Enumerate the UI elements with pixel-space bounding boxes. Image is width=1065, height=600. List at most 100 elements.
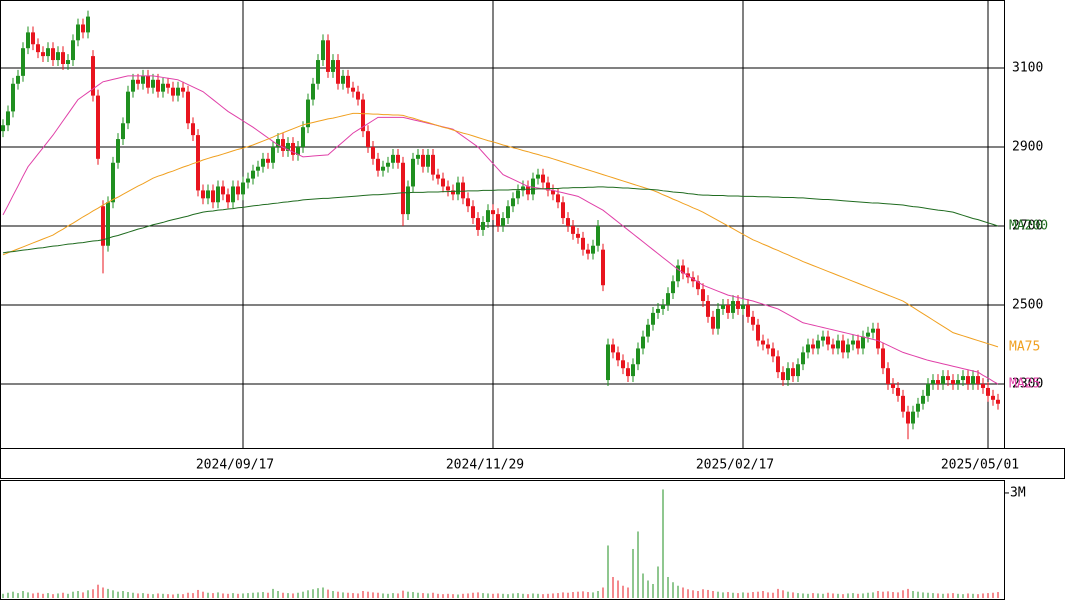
candle-body (96, 95, 100, 159)
candle-body (326, 40, 330, 72)
volume-bar (987, 593, 989, 598)
volume-bar (547, 593, 549, 598)
volume-bar (707, 589, 709, 598)
candle-body (866, 332, 870, 337)
volume-bar (97, 584, 99, 598)
candle-body (561, 202, 565, 219)
candle-body (281, 139, 285, 151)
volume-bar (792, 592, 794, 598)
volume-bar (222, 593, 224, 598)
volume-bar (862, 593, 864, 598)
candle-body (786, 368, 790, 381)
candle-body (26, 32, 30, 49)
moving-average-line (2, 75, 999, 385)
volume-bar (757, 591, 759, 598)
candle-body (641, 336, 645, 349)
candle-body (126, 91, 130, 124)
volume-bar (162, 593, 164, 598)
volume-bar (332, 590, 334, 598)
volume-bar (747, 592, 749, 598)
candle-body (276, 139, 280, 147)
volume-bar (887, 591, 889, 598)
volume-bar (307, 590, 309, 598)
candle-body (36, 44, 40, 53)
volume-bar (522, 593, 524, 598)
volume-bar (47, 593, 49, 598)
volume-bar (882, 591, 884, 598)
candle-body (521, 186, 525, 191)
volume-bar (532, 593, 534, 598)
volume-bar (17, 593, 19, 598)
candle-body (81, 24, 85, 33)
candle-body (271, 146, 275, 163)
volume-bar (317, 588, 319, 598)
candle-body (951, 380, 955, 384)
volume-bar (892, 592, 894, 598)
candle-body (551, 190, 555, 195)
volume-bar (917, 591, 919, 598)
volume-bar (712, 590, 714, 598)
candle-body (816, 340, 820, 349)
x-tick-label: 2025/02/17 (696, 458, 774, 473)
candle-body (596, 225, 600, 246)
volume-bar (782, 590, 784, 598)
volume-bar (207, 592, 209, 598)
candle-body (941, 376, 945, 384)
candle-body (506, 206, 510, 219)
candle-body (881, 348, 885, 369)
candle-body (121, 123, 125, 140)
candle-body (541, 174, 545, 183)
candle-body (931, 380, 935, 384)
candle-body (171, 87, 175, 96)
volume-bar (952, 593, 954, 598)
volume-bar (117, 591, 119, 598)
volume-bar (867, 592, 869, 598)
volume-bar (212, 593, 214, 598)
volume-bar (582, 591, 584, 598)
volume-bar (12, 591, 14, 598)
candle-body (791, 368, 795, 377)
volume-bar (2, 593, 4, 598)
candle-body (216, 186, 220, 203)
volume-bar (407, 591, 409, 598)
volume-bar (967, 593, 969, 598)
candle-body (651, 312, 655, 325)
candle-body (176, 87, 180, 96)
volume-bar (167, 594, 169, 598)
volume-bar (527, 594, 529, 598)
volume-bar (652, 583, 654, 598)
volume-bar (702, 589, 704, 598)
candle-body (571, 225, 575, 234)
volume-bar (487, 593, 489, 598)
volume-bar (197, 589, 199, 598)
volume-bar (687, 589, 689, 598)
candle-body (776, 356, 780, 373)
volume-bar (412, 592, 414, 598)
volume-bar (477, 592, 479, 598)
volume-bar (797, 593, 799, 598)
candle-body (921, 395, 925, 404)
volume-bar (832, 593, 834, 598)
candle-body (826, 336, 830, 345)
volume-bar (542, 594, 544, 598)
candle-body (606, 344, 610, 381)
candle-body (496, 214, 500, 226)
candle-body (461, 182, 465, 199)
volume-bar (137, 593, 139, 598)
candle-body (591, 245, 595, 254)
volume-bar (77, 590, 79, 598)
volume-bar (697, 590, 699, 598)
y-tick-label: 2900 (1012, 139, 1043, 154)
candle-body (136, 79, 140, 84)
candle-body (766, 344, 770, 349)
candle-body (1, 125, 5, 132)
candle-body (451, 190, 455, 195)
candle-body (731, 301, 735, 313)
volume-bar (567, 592, 569, 598)
volume-bar (237, 593, 239, 598)
candle-body (901, 395, 905, 412)
volume-bar (442, 594, 444, 598)
volume-bar (87, 590, 89, 598)
volume-bar (147, 593, 149, 598)
volume-bar (807, 593, 809, 598)
